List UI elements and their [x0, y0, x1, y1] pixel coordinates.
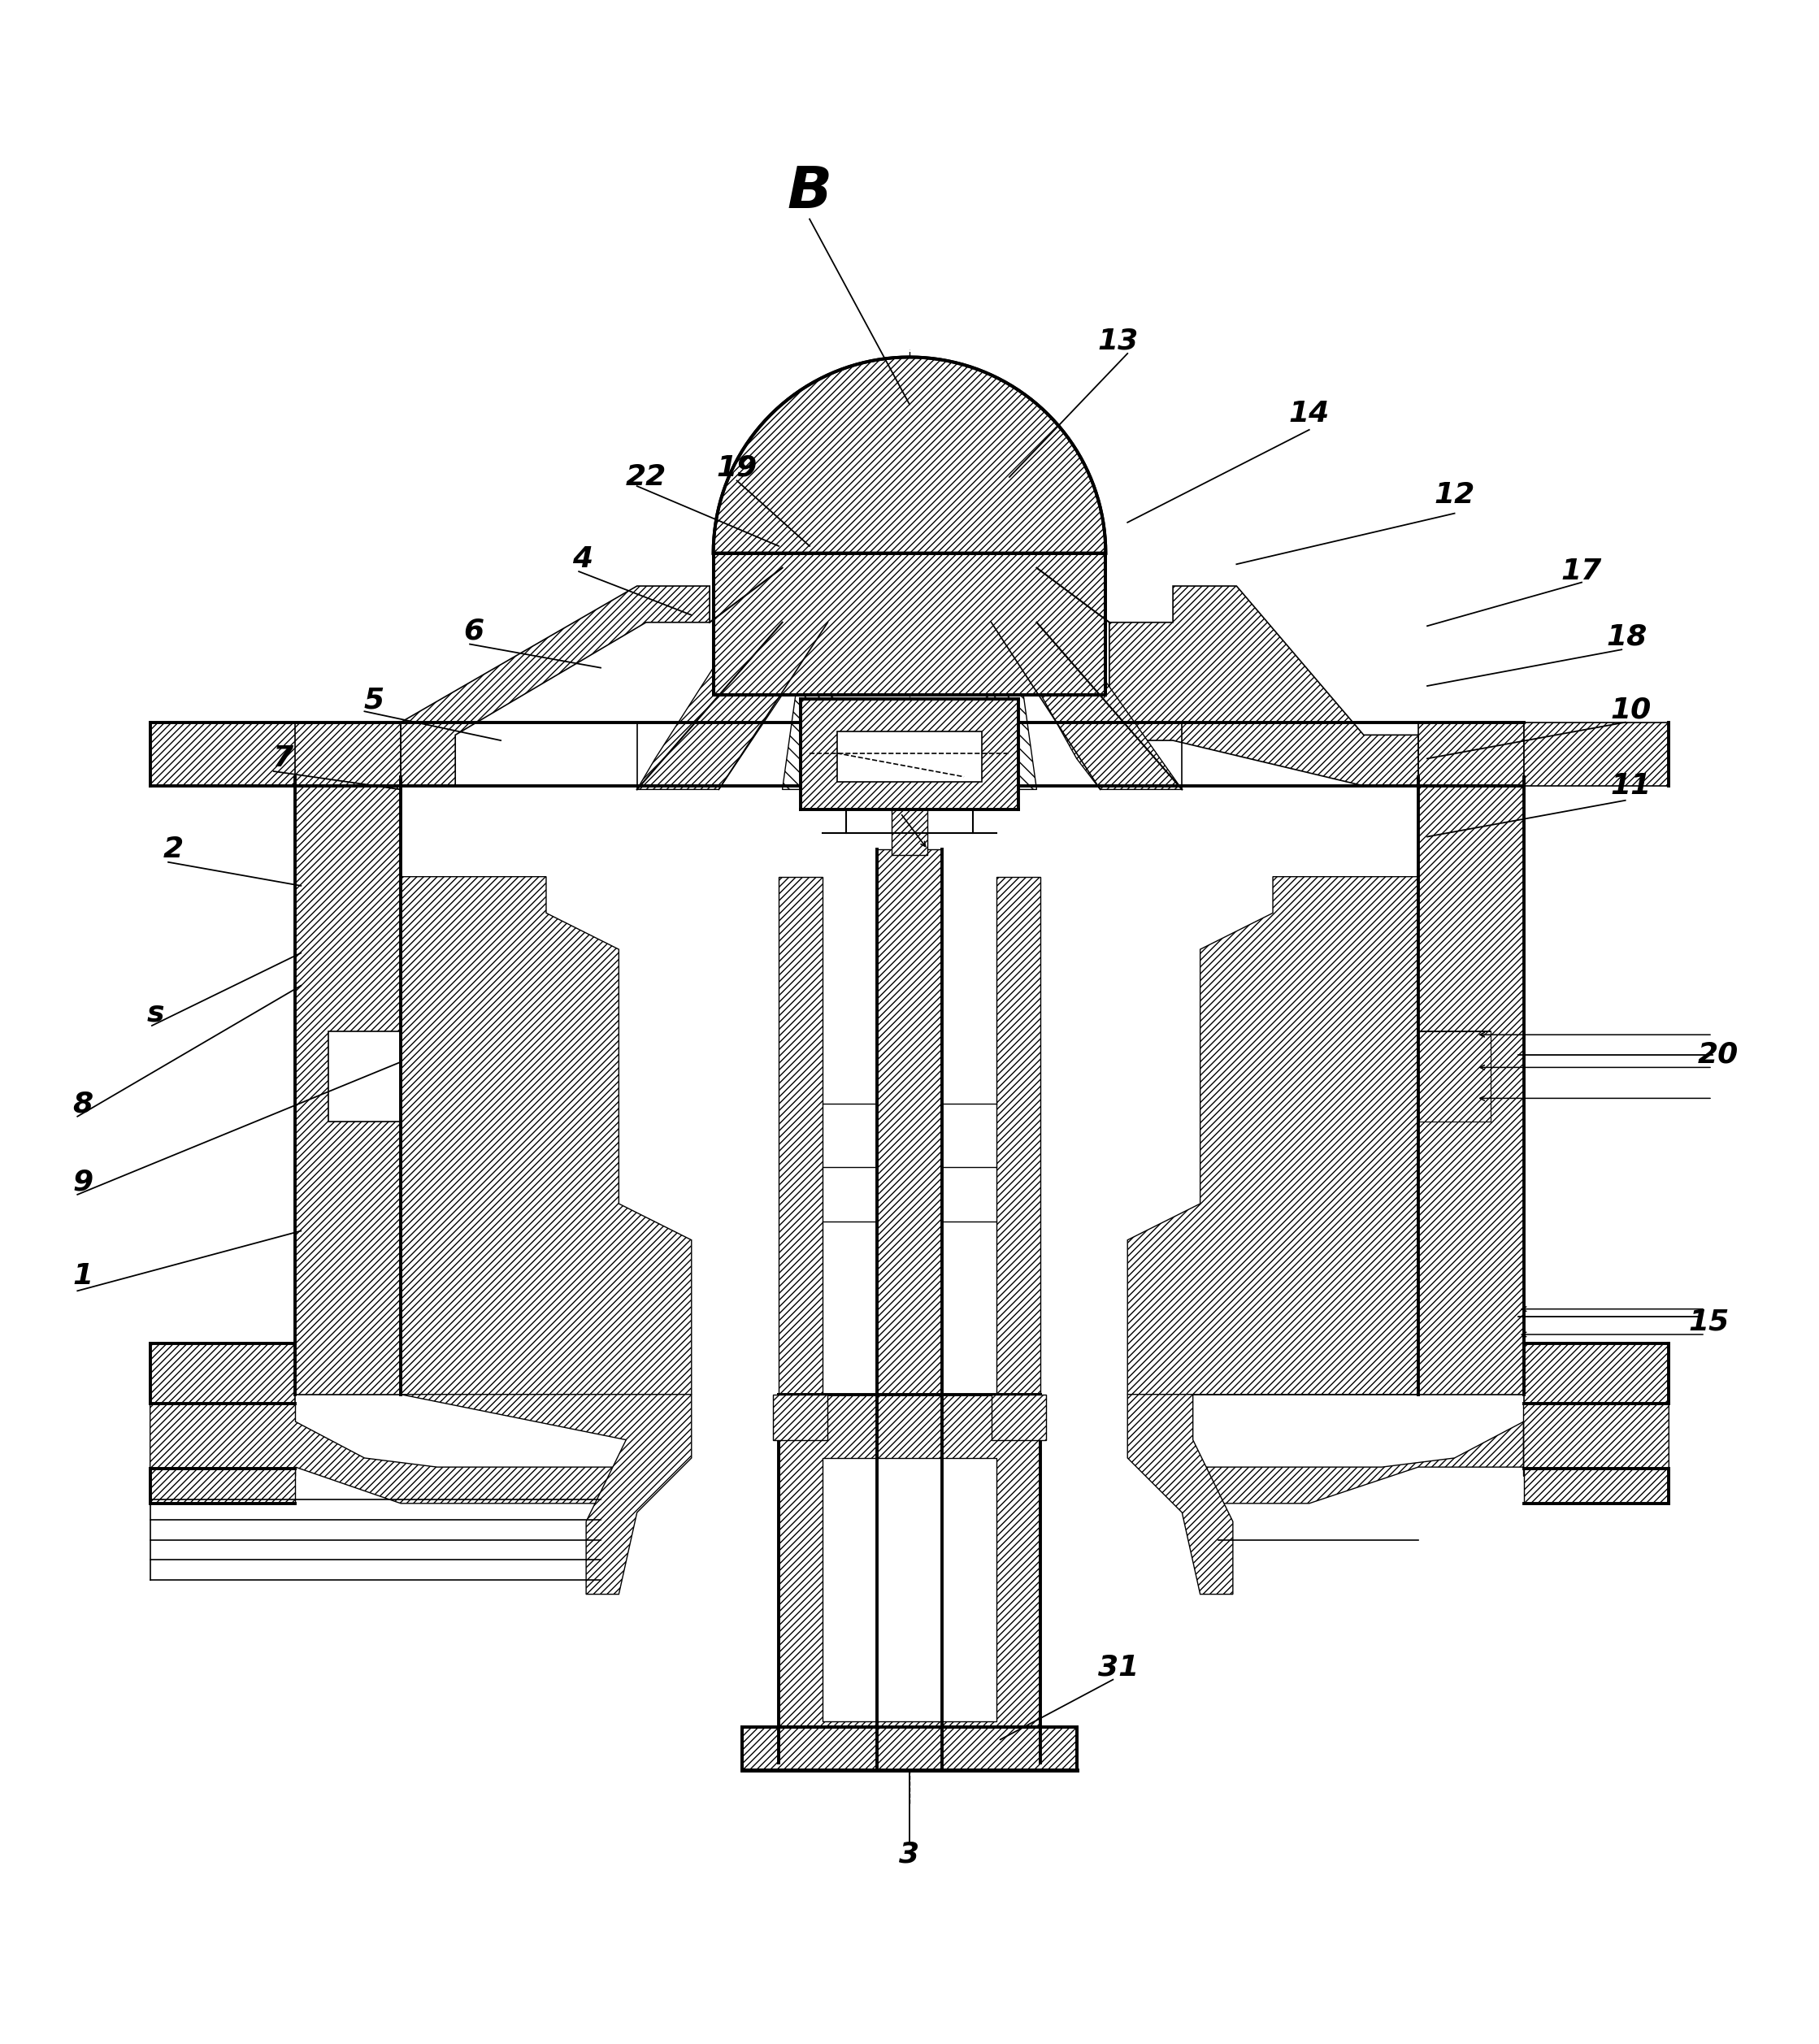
Polygon shape: [1419, 777, 1524, 1394]
Polygon shape: [400, 587, 709, 785]
Polygon shape: [151, 722, 400, 785]
Text: 19: 19: [717, 454, 757, 482]
Text: 31: 31: [1099, 1654, 1139, 1680]
Polygon shape: [400, 877, 691, 1394]
Text: 2: 2: [164, 836, 184, 863]
Text: 10: 10: [1610, 695, 1652, 724]
Polygon shape: [295, 777, 400, 1394]
Text: B: B: [788, 164, 831, 221]
Polygon shape: [151, 1343, 295, 1404]
Polygon shape: [1128, 1394, 1419, 1594]
Polygon shape: [1000, 621, 1182, 789]
Polygon shape: [1419, 1030, 1492, 1122]
Polygon shape: [151, 1470, 295, 1504]
Text: 1: 1: [73, 1263, 93, 1290]
Text: 6: 6: [464, 617, 484, 646]
Polygon shape: [1419, 1030, 1492, 1122]
Text: 9: 9: [73, 1167, 93, 1196]
Polygon shape: [877, 850, 942, 1770]
Text: s: s: [147, 1000, 164, 1026]
Polygon shape: [713, 358, 1106, 554]
Polygon shape: [1201, 1404, 1668, 1504]
Text: 8: 8: [73, 1089, 93, 1118]
Text: 15: 15: [1688, 1308, 1730, 1335]
Text: 20: 20: [1697, 1040, 1739, 1069]
Polygon shape: [891, 809, 928, 854]
Polygon shape: [151, 1404, 618, 1504]
Polygon shape: [991, 1394, 1046, 1439]
Polygon shape: [779, 1394, 1040, 1764]
Text: 13: 13: [1099, 327, 1139, 354]
Polygon shape: [837, 732, 982, 783]
Polygon shape: [800, 699, 1019, 809]
Polygon shape: [779, 877, 822, 1694]
Polygon shape: [151, 722, 295, 785]
Polygon shape: [1419, 722, 1524, 785]
Polygon shape: [713, 554, 1106, 695]
Polygon shape: [400, 1394, 691, 1594]
Text: 22: 22: [626, 464, 666, 491]
Polygon shape: [997, 877, 1040, 1694]
Text: 11: 11: [1610, 773, 1652, 799]
Polygon shape: [1524, 1470, 1668, 1504]
Polygon shape: [1524, 722, 1668, 785]
Polygon shape: [637, 621, 819, 789]
Polygon shape: [773, 1394, 828, 1439]
Polygon shape: [782, 687, 851, 789]
Polygon shape: [1524, 1343, 1668, 1404]
Text: 12: 12: [1433, 482, 1475, 509]
Text: 18: 18: [1606, 623, 1648, 650]
Polygon shape: [968, 687, 1037, 789]
Text: 4: 4: [573, 546, 593, 572]
Polygon shape: [327, 1030, 400, 1122]
Polygon shape: [1110, 587, 1419, 785]
Polygon shape: [742, 1727, 1077, 1770]
Polygon shape: [1128, 877, 1419, 1394]
Text: 3: 3: [899, 1840, 920, 1868]
Text: 7: 7: [273, 744, 293, 773]
Text: 14: 14: [1290, 401, 1330, 427]
Text: 17: 17: [1561, 558, 1603, 585]
Text: 5: 5: [364, 687, 384, 713]
Polygon shape: [822, 1457, 997, 1721]
